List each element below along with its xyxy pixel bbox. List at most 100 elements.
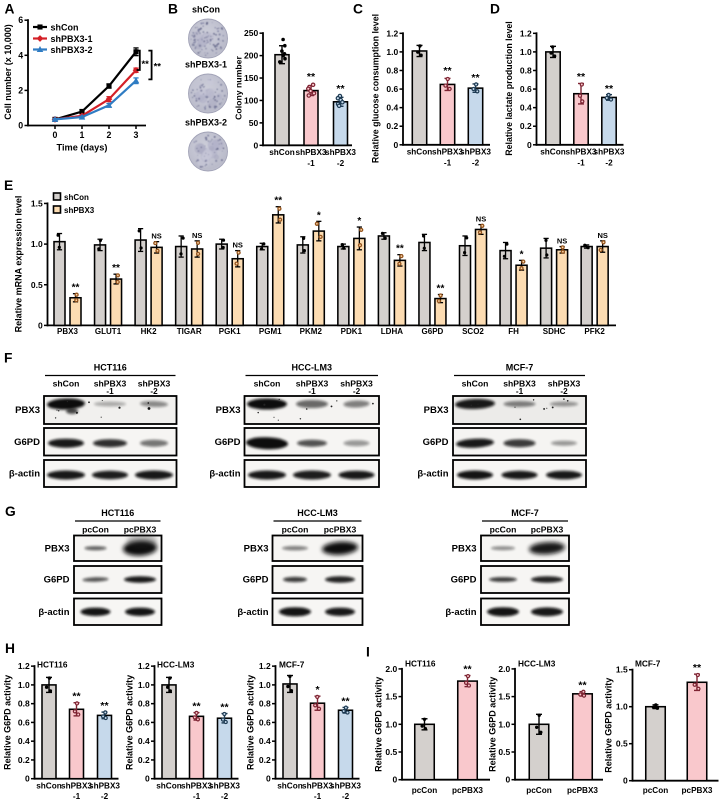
svg-text:0.2: 0.2: [386, 121, 398, 131]
svg-text:β-actin: β-actin: [237, 607, 268, 618]
svg-text:2: 2: [107, 130, 112, 140]
svg-text:0.5: 0.5: [498, 747, 510, 757]
svg-text:shCon: shCon: [192, 5, 220, 15]
svg-text:**: **: [154, 62, 162, 73]
svg-text:LDHA: LDHA: [381, 327, 403, 336]
svg-text:0.6: 0.6: [520, 84, 532, 94]
svg-text:2.0: 2.0: [498, 664, 510, 674]
svg-text:0: 0: [38, 320, 43, 330]
svg-text:MCF-7: MCF-7: [279, 660, 305, 670]
svg-text:100: 100: [244, 95, 258, 105]
svg-text:**: **: [471, 72, 480, 84]
svg-text:1.0: 1.0: [498, 719, 510, 729]
svg-text:0.8: 0.8: [520, 65, 532, 75]
svg-text:β-actin: β-actin: [38, 607, 69, 618]
svg-text:-2: -2: [605, 159, 613, 168]
svg-text:G: G: [5, 504, 16, 519]
svg-text:shPBX3: shPBX3: [340, 379, 373, 389]
svg-text:H: H: [5, 641, 15, 656]
svg-text:G6PD: G6PD: [44, 575, 70, 586]
svg-text:3: 3: [134, 130, 139, 140]
svg-text:200: 200: [244, 51, 258, 61]
svg-text:β-actin: β-actin: [417, 469, 448, 480]
svg-text:50: 50: [249, 118, 259, 128]
svg-text:G6PD: G6PD: [243, 575, 269, 586]
svg-text:G6PD: G6PD: [215, 437, 241, 448]
svg-text:MCF-7: MCF-7: [635, 659, 661, 669]
svg-text:G6PD: G6PD: [423, 437, 449, 448]
svg-text:D: D: [490, 2, 500, 17]
svg-text:shCon: shCon: [254, 379, 281, 389]
svg-text:-2: -2: [221, 792, 229, 801]
svg-text:shPBX3: shPBX3: [432, 148, 463, 157]
svg-text:pcPBX3: pcPBX3: [531, 525, 564, 535]
svg-text:SCO2: SCO2: [462, 327, 484, 336]
svg-text:PBX3: PBX3: [57, 327, 78, 336]
svg-text:NS: NS: [151, 232, 161, 241]
svg-text:**: **: [577, 71, 586, 83]
svg-text:F: F: [4, 351, 12, 366]
svg-text:0.8: 0.8: [259, 699, 271, 709]
svg-text:0.4: 0.4: [386, 103, 398, 113]
svg-text:0.8: 0.8: [18, 699, 30, 709]
svg-text:pcPBX3: pcPBX3: [452, 786, 483, 795]
svg-text:shCon: shCon: [407, 148, 432, 157]
svg-text:-1: -1: [73, 792, 81, 801]
svg-text:0.2: 0.2: [520, 121, 532, 131]
svg-text:HCT116: HCT116: [101, 508, 134, 518]
svg-text:1.5: 1.5: [31, 198, 43, 208]
svg-text:shPBX3: shPBX3: [89, 782, 120, 791]
svg-text:PBX3: PBX3: [45, 543, 70, 554]
svg-text:**: **: [100, 700, 109, 712]
svg-text:6: 6: [18, 15, 23, 25]
svg-text:2: 2: [18, 85, 23, 95]
svg-text:shPBX3: shPBX3: [296, 379, 329, 389]
svg-text:shPBX3-1: shPBX3-1: [185, 60, 227, 70]
svg-text:**: **: [220, 702, 229, 714]
svg-text:HCT116: HCT116: [94, 363, 127, 373]
svg-text:pcCon: pcCon: [412, 786, 437, 795]
svg-text:Relative G6PD activity: Relative G6PD activity: [3, 675, 13, 770]
svg-text:TIGAR: TIGAR: [177, 327, 202, 336]
svg-text:0.8: 0.8: [386, 65, 398, 75]
svg-text:PGK1: PGK1: [219, 327, 241, 336]
svg-text:HCC-LM3: HCC-LM3: [297, 508, 338, 518]
svg-text:Relative glucose consumption l: Relative glucose consumption level: [371, 14, 381, 163]
svg-text:**: **: [437, 284, 445, 295]
svg-text:1.0: 1.0: [259, 680, 271, 690]
svg-text:shPBX3: shPBX3: [138, 379, 171, 389]
svg-text:shPBX3: shPBX3: [460, 148, 491, 157]
svg-text:pcCon: pcCon: [490, 525, 517, 535]
svg-text:0.2: 0.2: [138, 755, 150, 765]
svg-text:pcPBX3: pcPBX3: [682, 786, 713, 795]
svg-text:0.2: 0.2: [18, 755, 30, 765]
svg-text:0: 0: [25, 774, 30, 784]
svg-text:-1: -1: [444, 159, 452, 168]
svg-text:I: I: [366, 645, 370, 660]
svg-text:pcCon: pcCon: [526, 786, 551, 795]
svg-text:0.5: 0.5: [616, 739, 628, 749]
svg-text:E: E: [4, 178, 13, 193]
svg-text:MCF-7: MCF-7: [511, 508, 539, 518]
svg-text:GLUT1: GLUT1: [95, 327, 122, 336]
svg-text:0.4: 0.4: [520, 103, 532, 113]
svg-text:1.2: 1.2: [386, 28, 398, 38]
svg-text:shCon: shCon: [156, 782, 181, 791]
svg-text:0.8: 0.8: [138, 699, 150, 709]
svg-text:**: **: [578, 680, 587, 692]
svg-text:0.6: 0.6: [18, 717, 30, 727]
svg-text:NS: NS: [557, 237, 567, 246]
svg-text:2.0: 2.0: [385, 664, 397, 674]
svg-text:1.2: 1.2: [259, 661, 271, 671]
svg-text:shPBX3: shPBX3: [296, 148, 327, 157]
svg-text:β-actin: β-actin: [445, 607, 476, 618]
svg-text:PBX3: PBX3: [216, 405, 241, 416]
svg-text:-1: -1: [193, 792, 201, 801]
svg-text:**: **: [336, 83, 345, 95]
svg-text:0.6: 0.6: [138, 717, 150, 727]
svg-text:*: *: [315, 684, 320, 696]
svg-text:0.5: 0.5: [385, 747, 397, 757]
svg-text:1.0: 1.0: [520, 47, 532, 57]
svg-text:shPBX3: shPBX3: [209, 782, 240, 791]
svg-text:SDHC: SDHC: [543, 327, 566, 336]
